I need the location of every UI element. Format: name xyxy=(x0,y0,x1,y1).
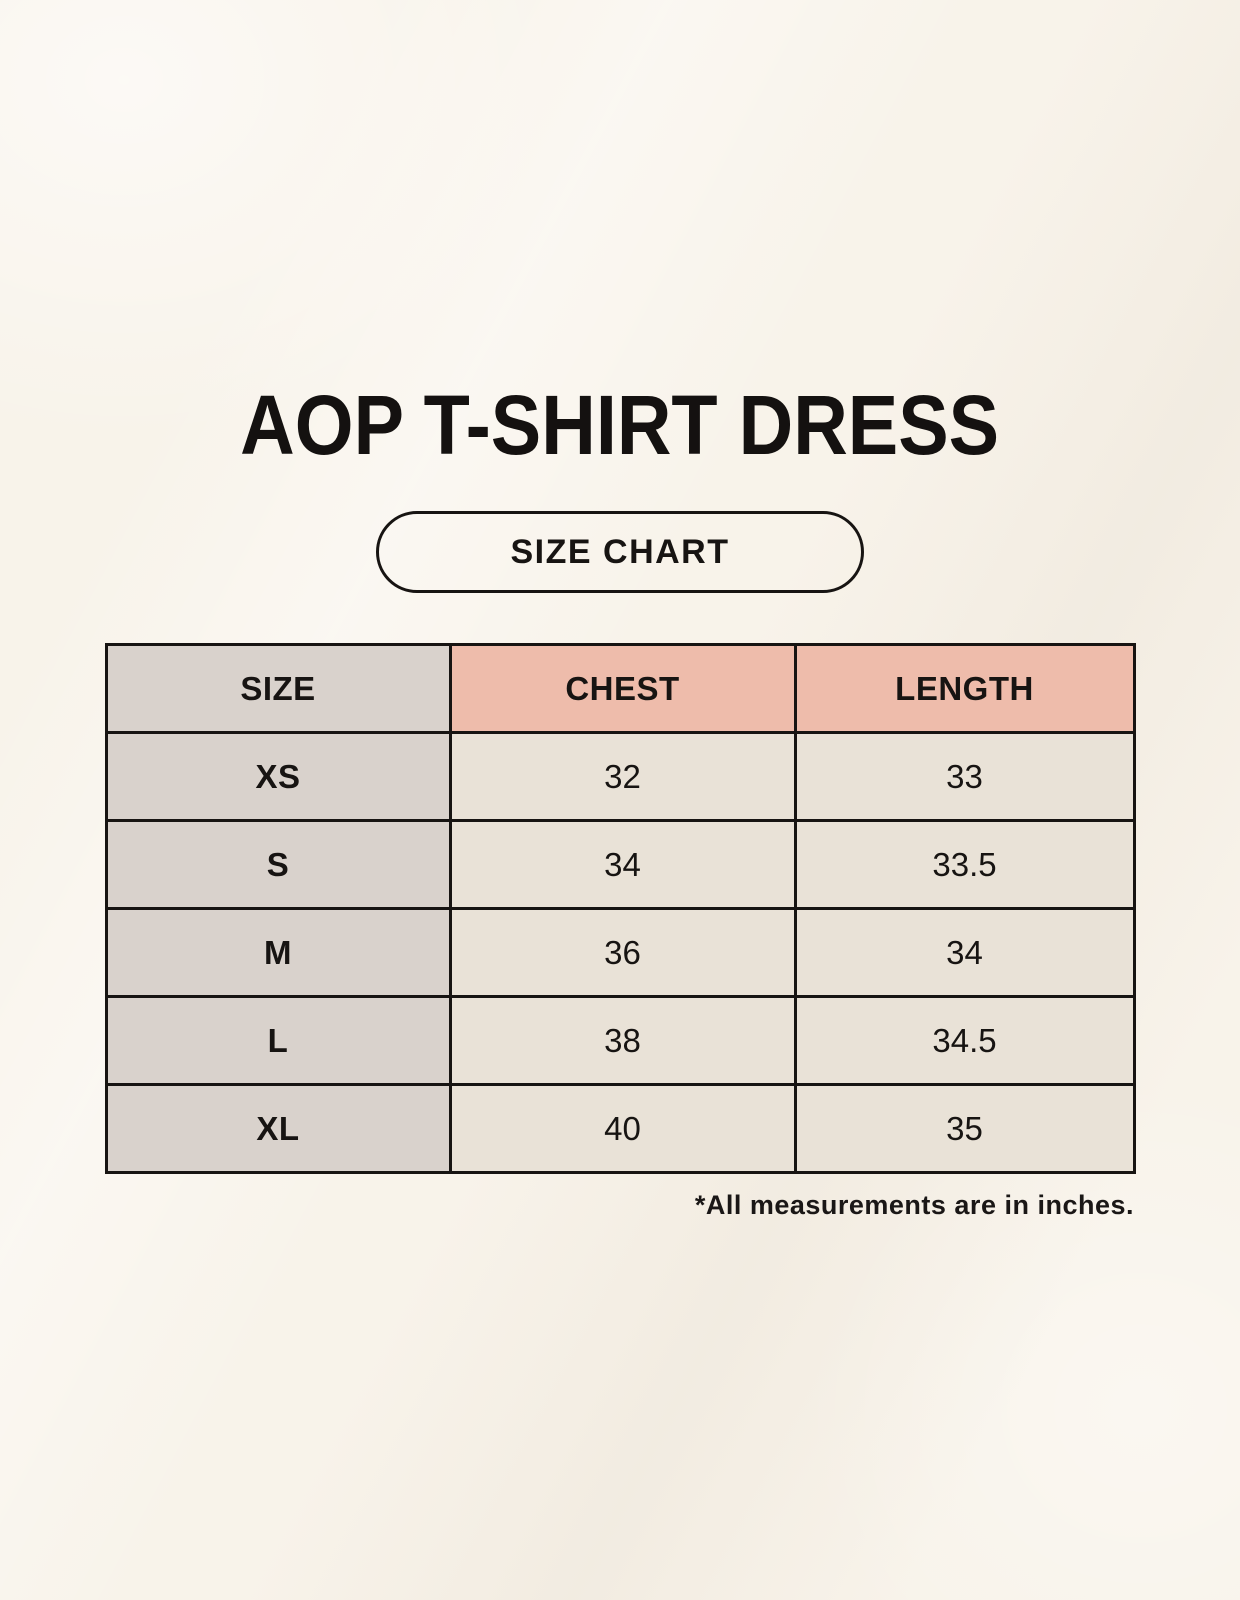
chest-cell: 36 xyxy=(448,907,797,998)
page-title: AOP T-SHIRT DRESS xyxy=(240,378,1000,472)
length-cell: 34.5 xyxy=(793,995,1136,1086)
size-cell: S xyxy=(104,819,452,910)
chest-cell: 38 xyxy=(448,995,797,1086)
chest-cell: 34 xyxy=(448,819,797,910)
size-chart-table: SIZE CHEST LENGTH XS 32 33 S 34 33.5 M 3… xyxy=(104,643,1136,1174)
length-cell: 33.5 xyxy=(793,819,1136,910)
chest-cell: 40 xyxy=(448,1083,797,1174)
size-cell: M xyxy=(104,907,452,998)
column-header-size: SIZE xyxy=(104,643,452,734)
length-cell: 33 xyxy=(793,731,1136,822)
size-cell: L xyxy=(104,995,452,1086)
table-row-l: L 38 34.5 xyxy=(104,995,1136,1086)
table-row-xl: XL 40 35 xyxy=(104,1083,1136,1174)
column-header-length: LENGTH xyxy=(793,643,1136,734)
size-chart-badge-label: SIZE CHART xyxy=(510,532,730,571)
table-row-s: S 34 33.5 xyxy=(104,819,1136,910)
table-row-m: M 36 34 xyxy=(104,907,1136,998)
column-header-chest: CHEST xyxy=(448,643,797,734)
size-chart-badge: SIZE CHART xyxy=(376,511,864,593)
table-header-row: SIZE CHEST LENGTH xyxy=(104,643,1136,734)
chest-cell: 32 xyxy=(448,731,797,822)
length-cell: 35 xyxy=(793,1083,1136,1174)
length-cell: 34 xyxy=(793,907,1136,998)
size-cell: XS xyxy=(104,731,452,822)
footnote-row: *All measurements are in inches. xyxy=(106,1190,1134,1221)
measurements-footnote: *All measurements are in inches. xyxy=(694,1190,1134,1220)
size-cell: XL xyxy=(104,1083,452,1174)
table-row-xs: XS 32 33 xyxy=(104,731,1136,822)
